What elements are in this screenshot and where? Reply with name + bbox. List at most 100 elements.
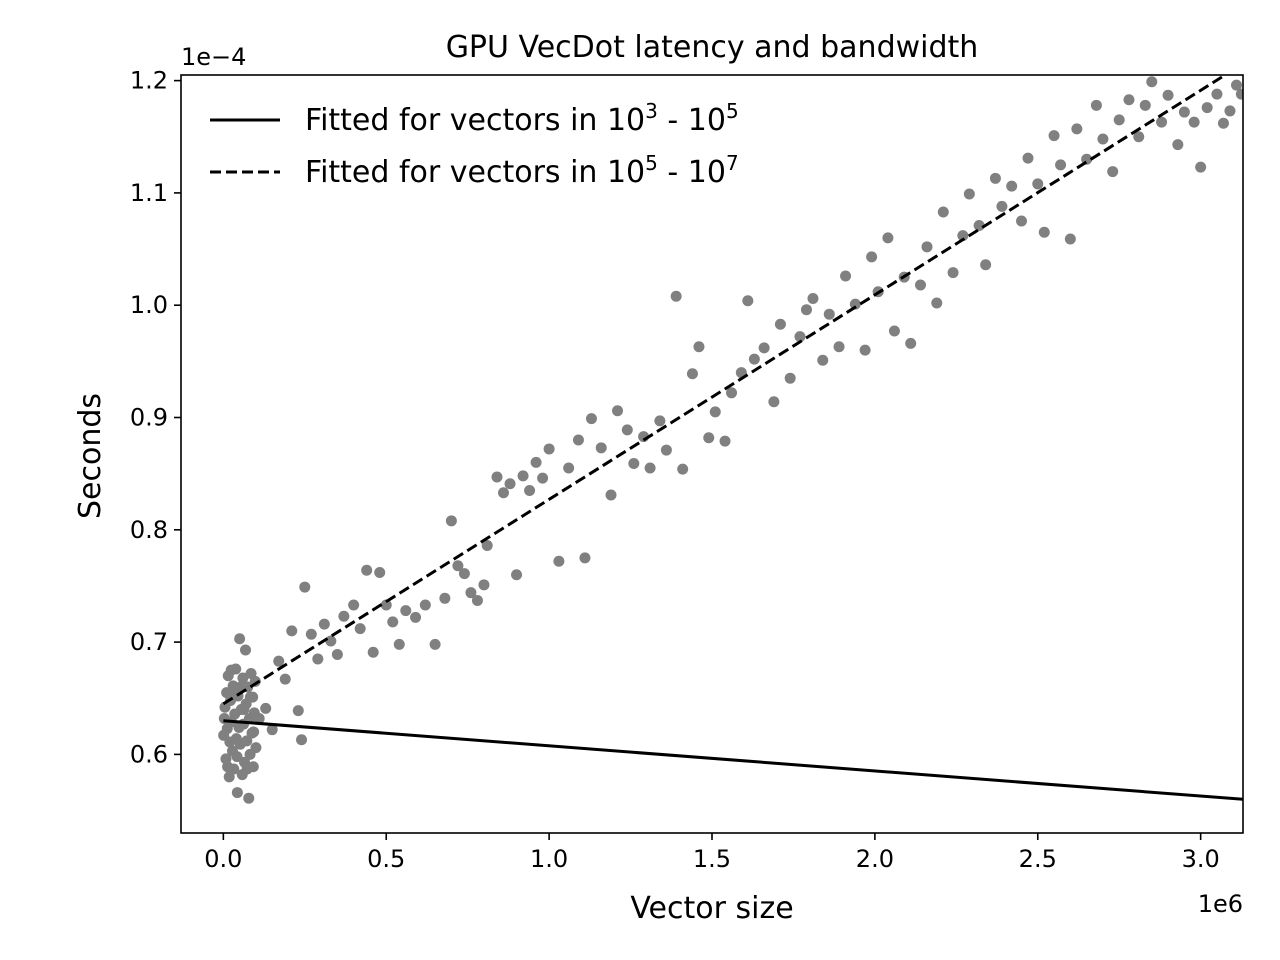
scatter-point [279, 673, 291, 685]
scatter-point [380, 599, 392, 611]
scatter-point [1133, 131, 1145, 143]
scatter-point [553, 555, 565, 567]
scatter-point [238, 703, 250, 715]
scatter-point [1172, 139, 1184, 151]
scatter-point [1097, 133, 1109, 145]
scatter-point [1139, 99, 1151, 111]
scatter-point [888, 325, 900, 337]
scatter-point [338, 610, 350, 622]
scatter-point [429, 638, 441, 650]
scatter-point [419, 599, 431, 611]
scatter-point [931, 297, 943, 309]
scatter-point [1188, 116, 1200, 128]
scatter-point [354, 623, 366, 635]
scatter-point [605, 489, 617, 501]
legend-entry-text: Fitted for vectors in 105 - 107 [305, 151, 739, 190]
x-tick-label: 3.0 [1182, 845, 1220, 873]
scatter-point [833, 341, 845, 353]
scatter-point [670, 290, 682, 302]
scatter-point [774, 318, 786, 330]
scatter-point [709, 406, 721, 418]
fit-lines [222, 75, 1243, 801]
y-tick-label: 1.0 [130, 291, 168, 319]
scatter-point [524, 484, 536, 496]
scatter-point [248, 726, 260, 738]
scatter-point [511, 569, 523, 581]
scatter-point [225, 664, 237, 676]
scatter-point [579, 552, 591, 564]
scatter-point [299, 581, 311, 593]
scatter-point [1217, 117, 1229, 129]
scatter-point [563, 462, 575, 474]
scatter-point [1048, 130, 1060, 142]
fit-line-solid [223, 719, 1243, 801]
scatter-point [491, 471, 503, 483]
scatter-point [445, 515, 457, 527]
y-tick-label: 0.6 [130, 740, 168, 768]
scatter-point [914, 279, 926, 291]
scatter-point [331, 648, 343, 660]
scatter-point [374, 566, 386, 578]
x-tick-label: 1.0 [530, 845, 568, 873]
scatter-point [1195, 161, 1207, 173]
x-tick-label: 2.0 [856, 845, 894, 873]
scatter-point [644, 462, 656, 474]
scatter-point [572, 434, 584, 446]
scatter-point [410, 611, 422, 623]
scatter-point [1055, 159, 1067, 171]
scatter-point [1032, 178, 1044, 190]
scatter-point [905, 337, 917, 349]
x-offset-label: 1e6 [1198, 890, 1243, 918]
chart-title: GPU VecDot latency and bandwidth [446, 30, 979, 65]
scatter-point [1230, 79, 1242, 91]
scatter-point [957, 230, 969, 242]
scatter-point [1224, 105, 1236, 117]
y-axis-label: Seconds [73, 393, 108, 519]
scatter-point [1107, 166, 1119, 178]
scatter-point [241, 735, 253, 747]
scatter-point [1022, 152, 1034, 164]
scatter-point [241, 763, 253, 775]
scatter-point [296, 734, 308, 746]
y-tick-label: 0.8 [130, 516, 168, 544]
scatter-point [318, 618, 330, 630]
scatter-point [1156, 116, 1168, 128]
scatter-point [621, 424, 633, 436]
scatter-point [240, 644, 252, 656]
scatter-point [1038, 226, 1050, 238]
scatter-point [231, 751, 243, 763]
y-tick-label: 1.1 [130, 179, 168, 207]
scatter-point [458, 568, 470, 580]
scatter-point [266, 724, 278, 736]
x-axis-label: Vector size [630, 891, 793, 926]
scatter-point [543, 443, 555, 455]
scatter-point [1015, 215, 1027, 227]
x-tick-label: 2.5 [1019, 845, 1057, 873]
y-tick-label: 1.2 [130, 67, 168, 95]
scatter-point [253, 712, 265, 724]
x-tick-label: 0.5 [367, 845, 405, 873]
scatter-point [794, 331, 806, 343]
scatter-point [996, 200, 1008, 212]
scatter-point [517, 470, 529, 482]
scatter-point [243, 792, 255, 804]
scatter-point [1113, 114, 1125, 126]
scatter-point [784, 372, 796, 384]
scatter-point [325, 635, 337, 647]
scatter-point [800, 304, 812, 316]
scatter-point [882, 232, 894, 244]
y-tick-label: 0.9 [130, 404, 168, 432]
scatter-point [361, 564, 373, 576]
x-axis-ticks: 0.0 0.5 1.0 1.5 2.0 2.5 3.0 [204, 833, 1220, 873]
scatter-point [273, 655, 285, 667]
scatter-point [807, 292, 819, 304]
scatter-point [393, 638, 405, 650]
scatter-point [677, 463, 689, 475]
scatter-point [250, 742, 262, 754]
scatter-point [628, 458, 640, 470]
scatter-point [471, 595, 483, 607]
scatter-point [305, 628, 317, 640]
scatter-point [234, 633, 246, 645]
